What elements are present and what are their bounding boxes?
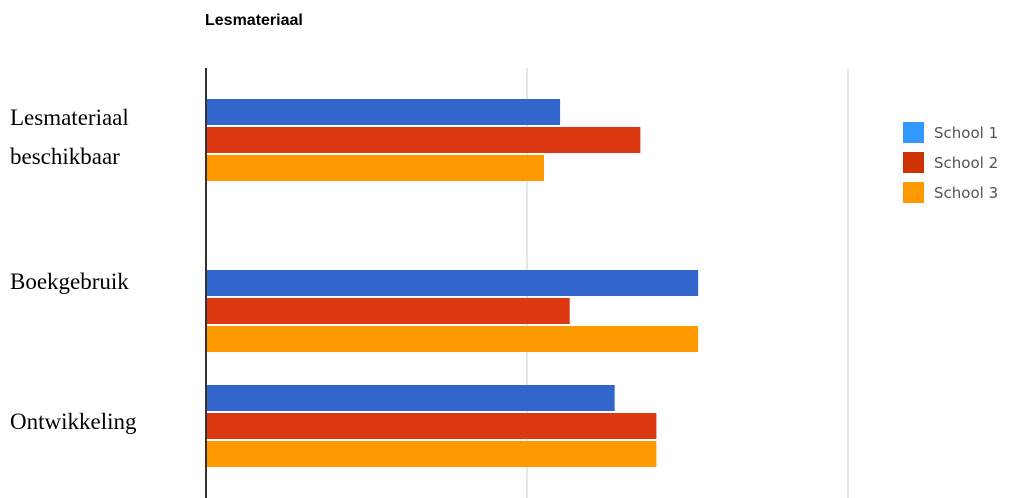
bar-1-series-1	[207, 99, 561, 125]
bar-2-series-1	[207, 270, 699, 296]
bar-3-series-1	[207, 385, 615, 411]
bar-3-series-2	[207, 413, 657, 439]
bar-1-series-2	[207, 127, 641, 153]
category-label-3: Ontwikkeling	[10, 409, 137, 434]
bar-2-series-3	[207, 326, 699, 352]
legend-label-2: School 2	[934, 153, 999, 172]
chart-title: Lesmateriaal	[205, 12, 303, 29]
category-label-1-line-2: beschikbaar	[10, 144, 120, 169]
bar-1-series-3	[207, 155, 545, 181]
legend-swatch-1	[903, 122, 924, 143]
legend-label-1: School 1	[934, 123, 999, 142]
category-label-1-line-1: Lesmateriaal	[10, 105, 129, 130]
bar-2-series-2	[207, 298, 570, 324]
legend-item-2: School 2	[903, 152, 998, 173]
legend-item-3: School 3	[903, 182, 998, 203]
category-label-2: Boekgebruik	[10, 269, 129, 294]
legend-item-1: School 1	[903, 122, 998, 143]
legend-swatch-3	[903, 182, 924, 203]
legend-label-3: School 3	[934, 183, 999, 202]
legend: School 1 School 2 School 3	[903, 122, 998, 212]
bar-3-series-3	[207, 441, 657, 467]
legend-swatch-2	[903, 152, 924, 173]
